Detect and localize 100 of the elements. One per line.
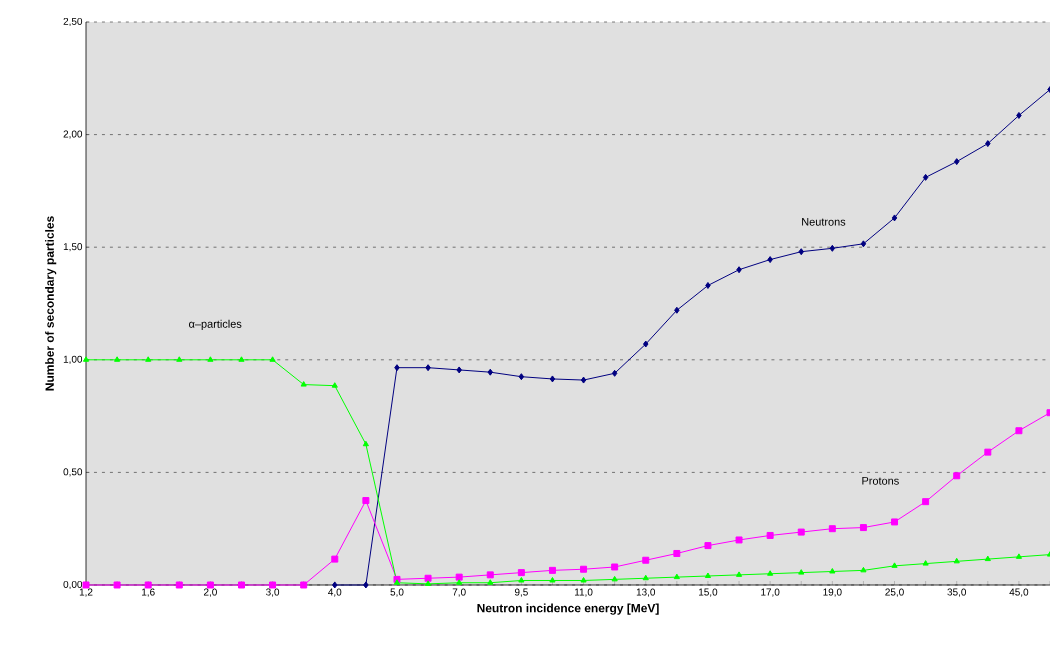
point <box>922 173 929 181</box>
point <box>767 570 774 576</box>
point <box>456 366 462 374</box>
point <box>736 266 742 274</box>
point <box>891 214 898 222</box>
point <box>175 581 183 589</box>
x-tick-label: 2,0 <box>203 588 217 597</box>
point <box>1015 427 1023 435</box>
text: α–particles <box>189 319 242 330</box>
point <box>113 581 121 589</box>
point <box>518 577 525 583</box>
point <box>984 448 992 456</box>
x-tick-label: 35,0 <box>947 588 967 597</box>
y-axis-title: Number of secondary particles <box>45 216 57 391</box>
point <box>797 528 805 536</box>
point <box>580 577 587 583</box>
y-tick-label: 2,50 <box>63 17 83 27</box>
point <box>517 569 525 577</box>
point <box>798 569 805 575</box>
x-axis-title: Neutron incidence energy [MeV] <box>477 603 659 615</box>
point <box>549 375 556 383</box>
point <box>922 560 929 566</box>
point <box>548 566 556 574</box>
point <box>363 581 369 589</box>
point <box>984 555 991 562</box>
text: Protons <box>862 477 899 485</box>
x-tick-label: 19,0 <box>823 588 842 597</box>
point <box>425 364 431 372</box>
point <box>643 340 649 348</box>
point <box>673 549 681 557</box>
point <box>455 573 463 581</box>
point <box>82 356 90 362</box>
point <box>860 240 867 248</box>
point <box>300 581 308 589</box>
point <box>953 158 960 166</box>
point <box>829 244 836 252</box>
point <box>705 281 711 289</box>
x-tick-label: 13,0 <box>636 588 656 597</box>
point <box>580 565 588 573</box>
point <box>642 574 649 581</box>
point <box>767 256 773 264</box>
point <box>207 356 214 362</box>
point <box>798 248 804 256</box>
point <box>829 568 836 574</box>
point <box>487 579 494 585</box>
point <box>487 368 493 376</box>
point <box>424 580 432 586</box>
point <box>953 472 961 480</box>
x-tick-label: 3,0 <box>266 588 280 597</box>
point <box>704 572 712 578</box>
point <box>238 581 245 589</box>
y-tick-label: 1,00 <box>63 355 83 364</box>
y-tick-label: 1,50 <box>63 243 83 252</box>
point <box>611 369 618 377</box>
point <box>549 577 556 583</box>
point <box>362 497 370 505</box>
point <box>518 373 525 381</box>
point <box>331 555 339 563</box>
x-tick-label: 17,0 <box>761 588 780 597</box>
point <box>486 571 494 579</box>
point <box>766 531 774 539</box>
x-tick-label: 1,6 <box>142 588 155 597</box>
point <box>642 556 650 564</box>
point <box>331 382 338 388</box>
point <box>1015 553 1022 559</box>
point <box>362 440 369 447</box>
point <box>611 563 619 571</box>
point <box>176 356 183 362</box>
x-tick-label: 25,0 <box>885 588 904 597</box>
y-tick-label: 0,50 <box>63 468 83 477</box>
point <box>859 524 867 532</box>
point <box>735 571 743 577</box>
x-tick-label: 11,0 <box>575 588 593 597</box>
point <box>922 498 930 506</box>
point <box>828 525 836 533</box>
x-tick-label: 9,5 <box>514 588 528 597</box>
point <box>611 575 618 582</box>
point <box>891 562 898 568</box>
series-label: Neutrons <box>802 218 846 226</box>
point <box>1016 111 1022 119</box>
point <box>985 140 991 148</box>
point <box>735 536 743 544</box>
point <box>269 356 276 362</box>
point <box>145 356 152 362</box>
x-tick-label: 7,0 <box>452 588 466 597</box>
point <box>674 306 680 314</box>
point <box>424 574 432 582</box>
point <box>704 542 712 550</box>
x-tick-label: 1,2 <box>79 588 93 597</box>
x-tick-label: 45,0 <box>1009 588 1029 597</box>
point <box>673 573 680 580</box>
point <box>300 381 307 387</box>
point <box>891 518 899 526</box>
point <box>238 356 245 362</box>
point <box>114 356 121 362</box>
point <box>456 579 463 585</box>
point <box>953 557 960 564</box>
y-tick-label: 2,00 <box>63 130 83 139</box>
x-tick-label: 15,0 <box>699 588 718 597</box>
point <box>394 364 400 372</box>
